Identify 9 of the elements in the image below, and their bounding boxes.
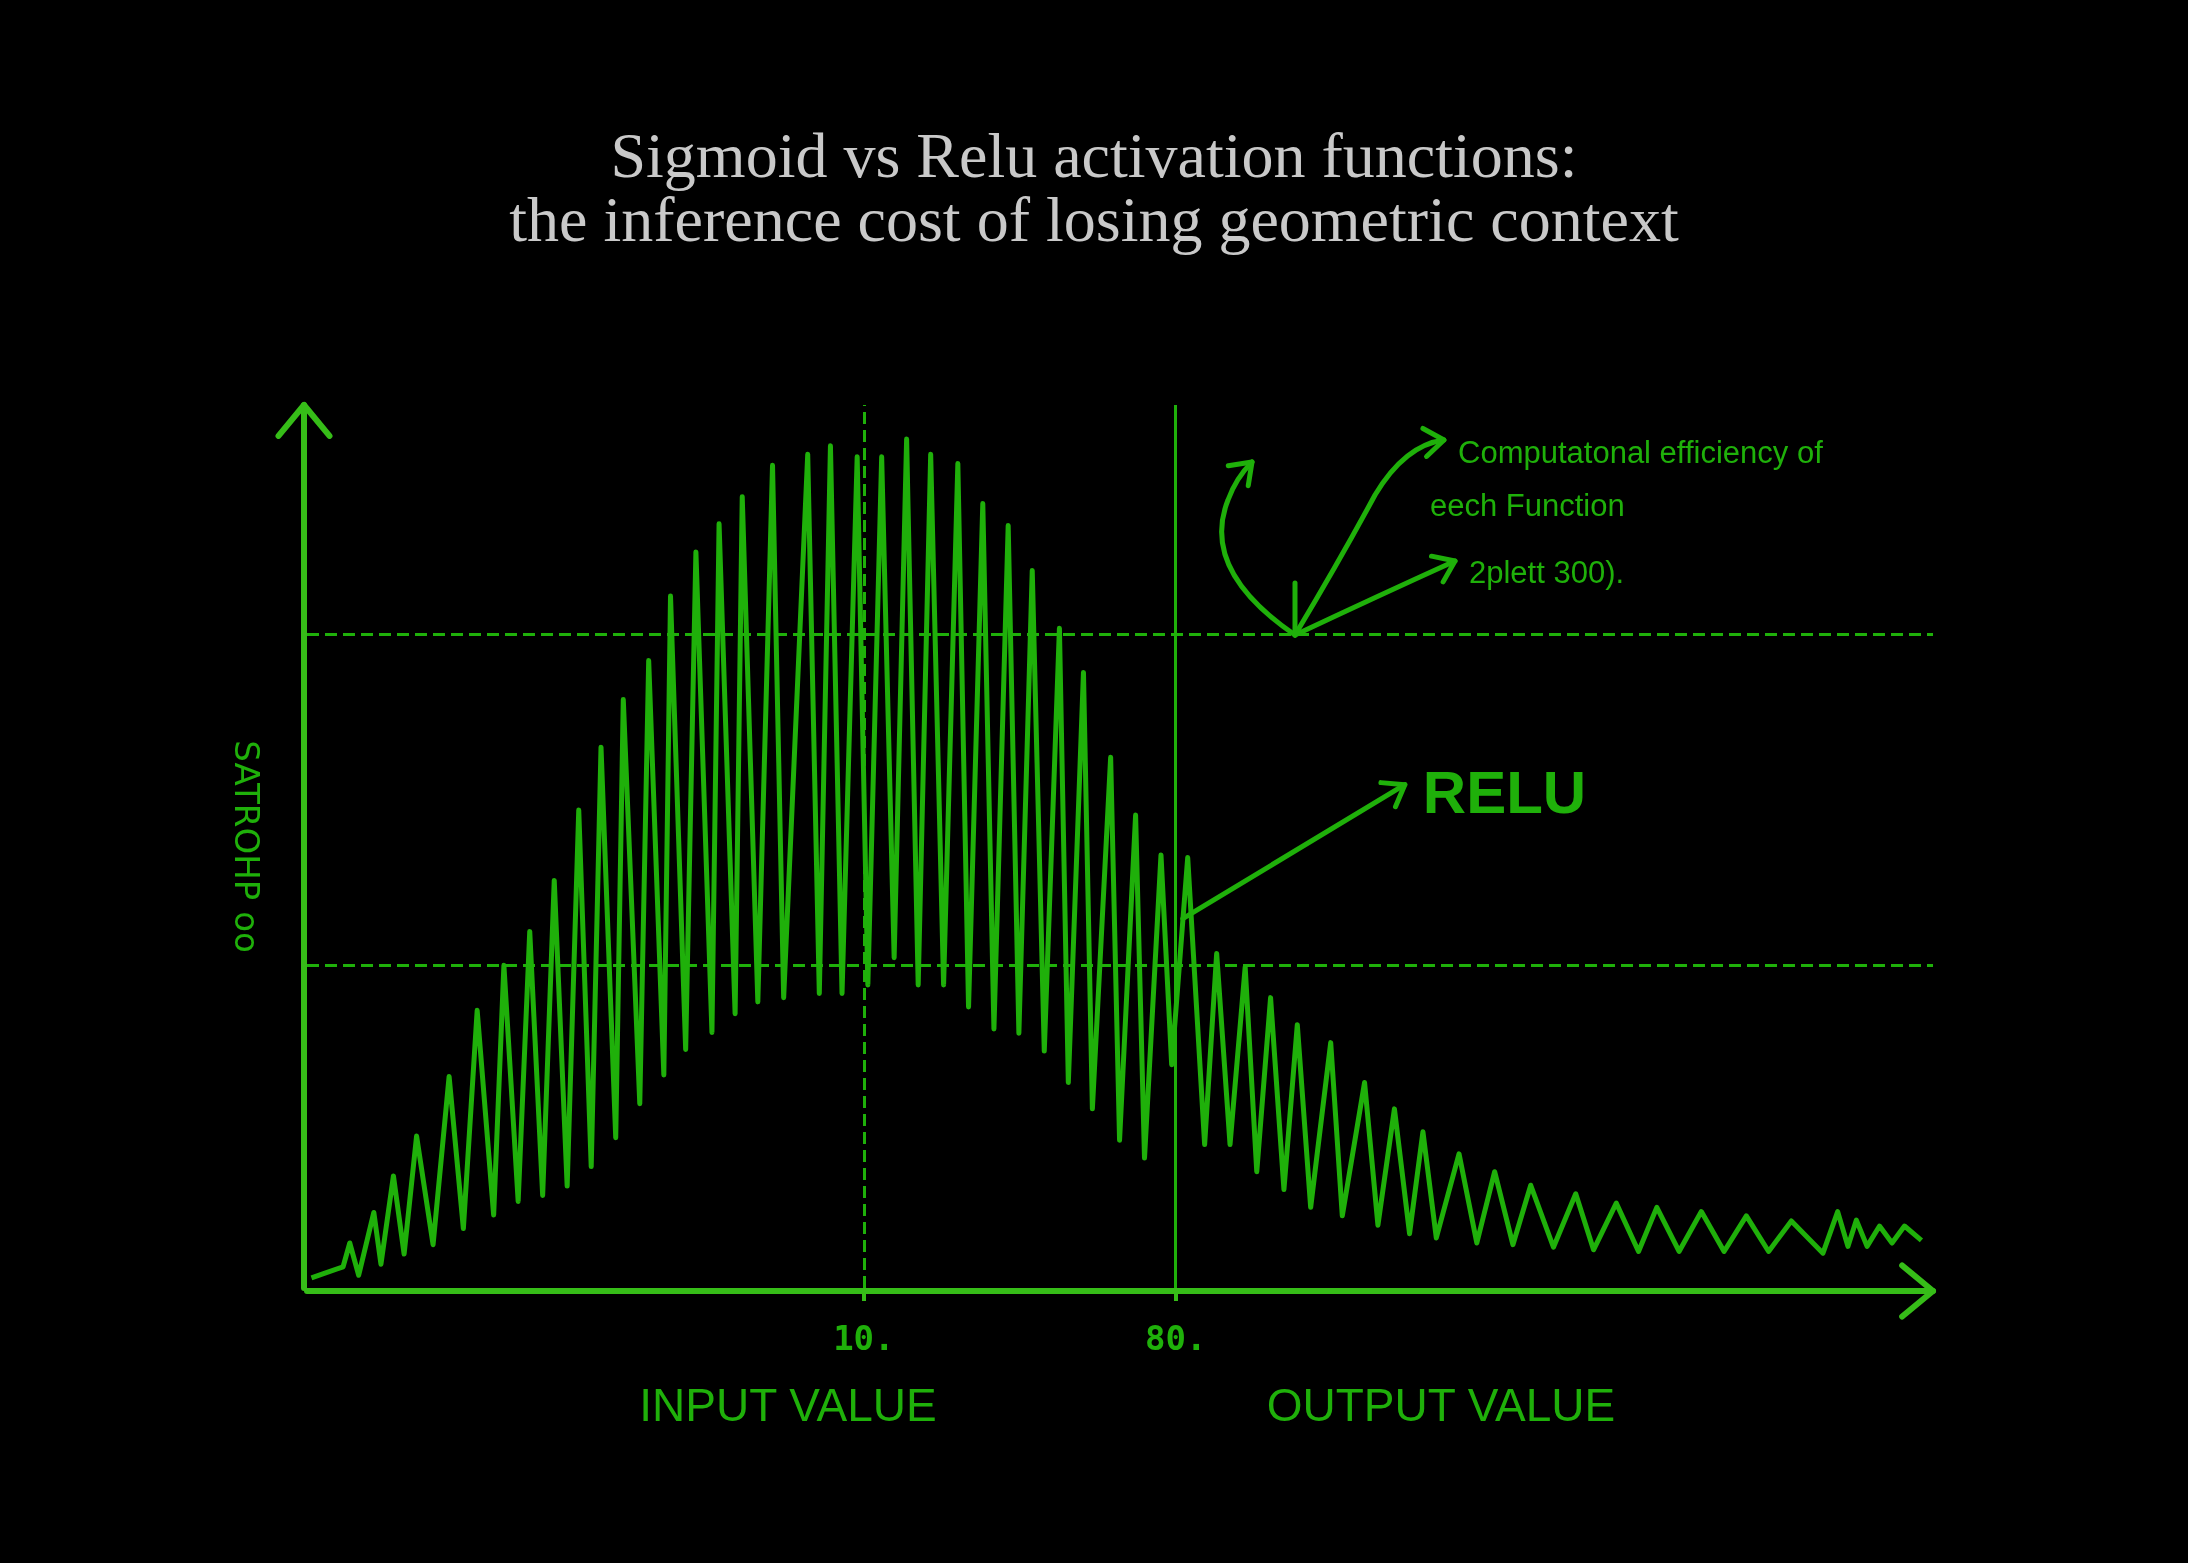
x-tick-label: 80.: [1144, 1318, 1207, 1358]
y-axis-title: SATROHP oo: [227, 740, 267, 953]
x-axis-title: INPUT VALUE: [639, 1379, 937, 1431]
text: OUTPUT VALUE: [1266, 1379, 1616, 1431]
chart-title: Sigmoid vs Relu activation functions: the inference cost of losing geometric context: [509, 119, 1679, 255]
annotation: 2plett 300).: [1469, 555, 1625, 590]
x-tick-label: 10.: [833, 1318, 895, 1358]
annotation: RELU: [1422, 758, 1587, 826]
annotation: Computatonal efficiency of eech Function: [1430, 435, 1824, 523]
